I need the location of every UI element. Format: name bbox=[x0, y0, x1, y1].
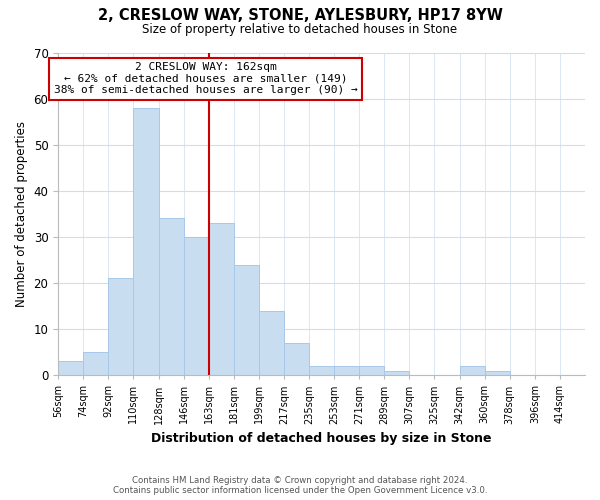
Bar bbox=[234, 264, 259, 376]
Bar bbox=[109, 278, 133, 376]
Bar bbox=[158, 218, 184, 376]
Text: 2 CRESLOW WAY: 162sqm
← 62% of detached houses are smaller (149)
38% of semi-det: 2 CRESLOW WAY: 162sqm ← 62% of detached … bbox=[54, 62, 358, 96]
Y-axis label: Number of detached properties: Number of detached properties bbox=[15, 121, 28, 307]
X-axis label: Distribution of detached houses by size in Stone: Distribution of detached houses by size … bbox=[151, 432, 492, 445]
Bar bbox=[284, 343, 309, 376]
Bar bbox=[133, 108, 158, 376]
Bar bbox=[485, 370, 510, 376]
Bar bbox=[334, 366, 359, 376]
Text: Size of property relative to detached houses in Stone: Size of property relative to detached ho… bbox=[142, 22, 458, 36]
Text: Contains HM Land Registry data © Crown copyright and database right 2024.
Contai: Contains HM Land Registry data © Crown c… bbox=[113, 476, 487, 495]
Bar bbox=[359, 366, 384, 376]
Bar bbox=[309, 366, 334, 376]
Text: 2, CRESLOW WAY, STONE, AYLESBURY, HP17 8YW: 2, CRESLOW WAY, STONE, AYLESBURY, HP17 8… bbox=[98, 8, 502, 22]
Bar bbox=[58, 362, 83, 376]
Bar bbox=[184, 237, 209, 376]
Bar bbox=[460, 366, 485, 376]
Bar bbox=[83, 352, 109, 376]
Bar bbox=[209, 223, 234, 376]
Bar bbox=[384, 370, 409, 376]
Bar bbox=[259, 310, 284, 376]
